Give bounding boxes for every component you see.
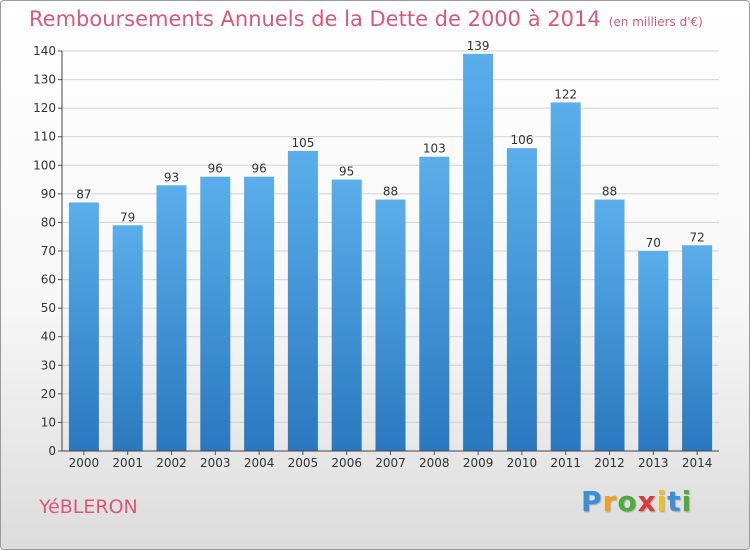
x-tick-label-2012: 2012 <box>594 456 625 470</box>
y-tick-label: 60 <box>41 273 56 287</box>
value-label-2012: 88 <box>602 185 617 199</box>
y-tick-label: 10 <box>41 415 56 429</box>
bar-2011 <box>550 102 581 451</box>
y-tick-label: 140 <box>33 44 56 58</box>
x-tick-label-2006: 2006 <box>331 456 362 470</box>
logo-letter: i <box>681 485 693 518</box>
x-tick-label-2007: 2007 <box>375 456 406 470</box>
y-tick-label: 40 <box>41 330 56 344</box>
logo-letter: P <box>581 485 603 518</box>
x-tick-label-2008: 2008 <box>419 456 450 470</box>
value-label-2013: 70 <box>646 236 661 250</box>
logo-letter: r <box>602 485 618 518</box>
y-tick-label: 50 <box>41 301 56 315</box>
chart-unit: (en milliers d'€) <box>608 15 703 29</box>
x-tick-label-2013: 2013 <box>638 456 669 470</box>
chart-title-text: Remboursements Annuels de la Dette de 20… <box>29 7 601 31</box>
bar-2007 <box>375 199 406 451</box>
x-tick-label-2005: 2005 <box>288 456 319 470</box>
x-tick-label-2001: 2001 <box>112 456 143 470</box>
value-label-2007: 88 <box>383 185 398 199</box>
town-name: YéBLERON <box>39 496 138 518</box>
value-label-2003: 96 <box>208 162 223 176</box>
bar-2009 <box>463 53 494 451</box>
y-tick-label: 80 <box>41 215 56 229</box>
y-tick-label: 20 <box>41 387 56 401</box>
x-tick-label-2009: 2009 <box>463 456 494 470</box>
x-tick-label-2004: 2004 <box>244 456 275 470</box>
bar-2010 <box>506 148 537 451</box>
bar-2004 <box>244 176 275 451</box>
bar-2014 <box>682 245 713 451</box>
x-tick-label-2011: 2011 <box>550 456 581 470</box>
x-tick-label-2014: 2014 <box>682 456 713 470</box>
y-tick-label: 130 <box>33 73 56 87</box>
y-tick-label: 30 <box>41 358 56 372</box>
value-label-2004: 96 <box>251 162 266 176</box>
bar-2012 <box>594 199 625 451</box>
value-label-2002: 93 <box>164 170 179 184</box>
bar-2008 <box>419 156 450 451</box>
bar-2000 <box>68 202 99 451</box>
value-label-2008: 103 <box>423 142 446 156</box>
x-tick-label-2000: 2000 <box>69 456 100 470</box>
value-label-2006: 95 <box>339 165 354 179</box>
logo-letter: i <box>656 485 668 518</box>
value-label-2014: 72 <box>689 230 704 244</box>
y-tick-label: 100 <box>33 158 56 172</box>
bar-2003 <box>200 176 231 451</box>
bar-2013 <box>638 251 669 451</box>
bar-2002 <box>156 185 187 452</box>
logo-letter: x <box>637 485 657 518</box>
value-label-2009: 139 <box>467 39 490 53</box>
logo-letter: o <box>617 485 638 518</box>
logo-letter: t <box>667 485 682 518</box>
value-label-2000: 87 <box>76 187 91 201</box>
y-tick-label: 0 <box>48 444 56 458</box>
value-label-2005: 105 <box>291 136 314 150</box>
y-tick-label: 120 <box>33 101 56 115</box>
bar-2005 <box>287 151 318 451</box>
value-label-2010: 106 <box>510 133 533 147</box>
x-tick-label-2010: 2010 <box>507 456 538 470</box>
bar-2006 <box>331 179 362 452</box>
y-tick-label: 70 <box>41 244 56 258</box>
proxiti-logo[interactable]: Proxiti <box>581 485 692 518</box>
y-tick-label: 90 <box>41 187 56 201</box>
y-tick-label: 110 <box>33 130 56 144</box>
value-label-2011: 122 <box>554 87 577 101</box>
value-label-2001: 79 <box>120 210 135 224</box>
x-tick-label-2002: 2002 <box>156 456 187 470</box>
bar-2001 <box>112 225 143 451</box>
x-tick-label-2003: 2003 <box>200 456 231 470</box>
chart-title: Remboursements Annuels de la Dette de 20… <box>29 7 703 31</box>
